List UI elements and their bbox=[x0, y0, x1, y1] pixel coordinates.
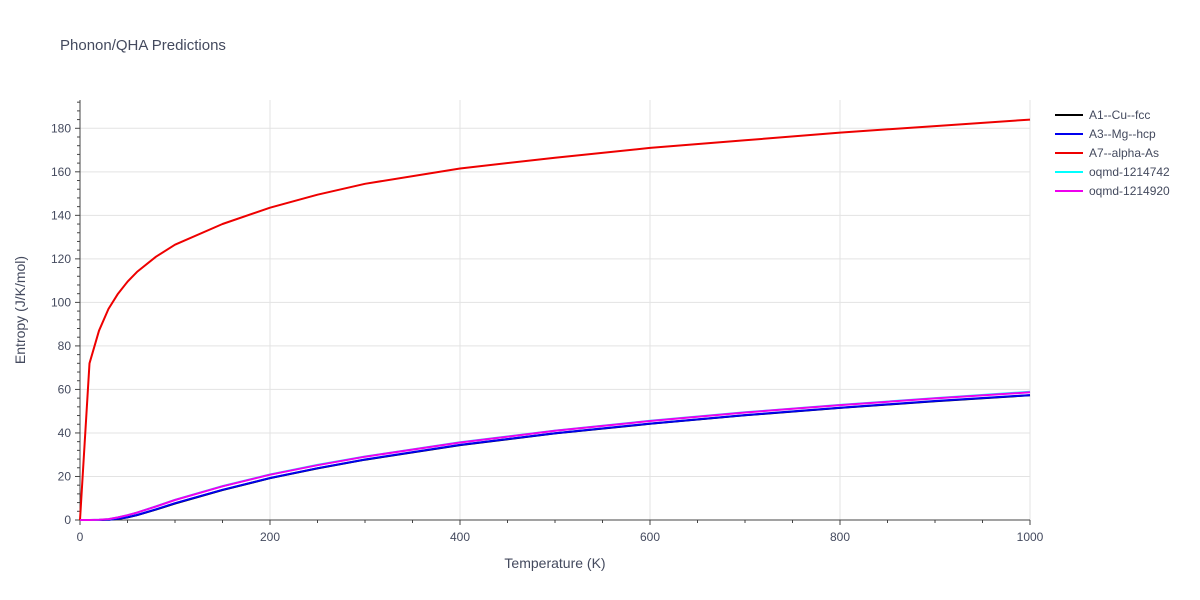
legend-label: oqmd-1214742 bbox=[1089, 165, 1170, 179]
legend-item-oqmd-1214742[interactable]: oqmd-1214742 bbox=[1055, 165, 1170, 179]
x-tick-label: 200 bbox=[260, 530, 280, 544]
x-tick-label: 1000 bbox=[1017, 530, 1044, 544]
series-lines bbox=[79, 118, 1031, 521]
x-tick-label: 400 bbox=[450, 530, 470, 544]
x-tick-label: 600 bbox=[640, 530, 660, 544]
y-tick-label: 20 bbox=[58, 469, 72, 483]
y-tick-labels: 0 20 40 60 80 100 120 140 160 180 bbox=[51, 121, 71, 527]
series-line-a3-mg-hcp bbox=[80, 394, 1031, 521]
series-line-a1-cu-fcc bbox=[80, 394, 1031, 521]
legend-label: A7--alpha-As bbox=[1089, 146, 1159, 160]
chart-title: Phonon/QHA Predictions bbox=[60, 37, 226, 54]
legend-item-a3-mg-hcp[interactable]: A3--Mg--hcp bbox=[1055, 127, 1156, 141]
series-line-oqmd-1214920 bbox=[80, 391, 1031, 521]
legend-label: A1--Cu--fcc bbox=[1089, 108, 1150, 122]
axes bbox=[75, 100, 1031, 525]
y-tick-label: 0 bbox=[64, 513, 71, 527]
y-tick-label: 180 bbox=[51, 121, 71, 135]
legend[interactable]: A1--Cu--fcc A3--Mg--hcp A7--alpha-As oqmd-1… bbox=[1055, 108, 1170, 198]
legend-label: A3--Mg--hcp bbox=[1089, 127, 1156, 141]
x-axis-label: Temperature (K) bbox=[504, 555, 605, 571]
series-line-oqmd-1214742 bbox=[80, 390, 1031, 521]
y-tick-label: 40 bbox=[58, 426, 72, 440]
y-tick-label: 80 bbox=[58, 339, 72, 353]
series-line-a7-alpha-as bbox=[79, 118, 1031, 521]
y-tick-label: 160 bbox=[51, 165, 71, 179]
y-axis-label: Entropy (J/K/mol) bbox=[12, 256, 28, 364]
x-tick-label: 0 bbox=[77, 530, 84, 544]
y-tick-label: 140 bbox=[51, 208, 71, 222]
y-tick-label: 100 bbox=[51, 295, 71, 309]
x-tick-label: 800 bbox=[830, 530, 850, 544]
legend-item-a7-alpha-as[interactable]: A7--alpha-As bbox=[1055, 146, 1159, 160]
legend-item-oqmd-1214920[interactable]: oqmd-1214920 bbox=[1055, 184, 1170, 198]
y-tick-label: 120 bbox=[51, 252, 71, 266]
legend-item-a1-cu-fcc[interactable]: A1--Cu--fcc bbox=[1055, 108, 1150, 122]
y-tick-label: 60 bbox=[58, 382, 72, 396]
x-tick-labels: 0 200 400 600 800 1000 bbox=[77, 530, 1044, 544]
grid-lines bbox=[80, 100, 1031, 520]
legend-label: oqmd-1214920 bbox=[1089, 184, 1170, 198]
